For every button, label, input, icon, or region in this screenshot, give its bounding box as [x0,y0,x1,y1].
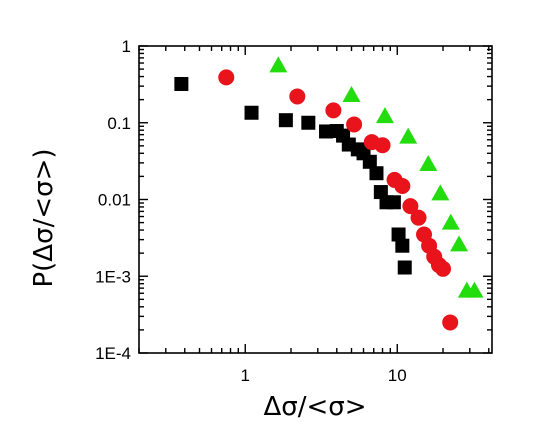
square-point [362,154,377,169]
triangle-point [399,127,418,144]
axes: 1 10 1 0.1 0.01 1E-3 1E-4 [95,37,492,385]
triangle-point [450,235,469,252]
square-point [391,227,406,242]
circle-point [442,314,459,331]
square-point [278,113,293,128]
square-point [174,76,189,91]
triangle-point [441,213,460,230]
y-tick-label: 0.01 [98,191,131,210]
circle-point [218,69,235,86]
square-point [395,238,410,253]
square-point [386,195,401,210]
y-axis-label: P(Δσ/<σ>) [29,148,59,287]
square-point [319,124,334,139]
circle-point [394,177,411,194]
x-axis-label: Δσ/<σ> [263,392,366,422]
square-point [244,105,259,120]
x-tick-label: 1 [241,366,250,385]
y-tick-label: 1E-3 [95,267,131,286]
circle-point [325,102,342,119]
triangle-point [431,184,450,201]
x-tick-label: 10 [388,366,407,385]
triangle-point [269,56,288,73]
square-point [369,166,384,181]
triangle-point [342,85,361,102]
circle-point [374,137,391,154]
circle-point [435,260,452,277]
square-point [397,260,412,275]
triangle-point [465,281,484,298]
y-tick-label: 1E-4 [95,344,131,363]
circle-point [289,88,306,105]
circle-point [410,209,427,226]
circle-point [402,198,419,215]
triangle-point [419,155,438,172]
square-point [301,115,316,130]
y-tick-label: 0.1 [107,114,131,133]
y-tick-label: 1 [122,37,131,56]
plot-marks [174,56,484,331]
circle-point [346,116,363,133]
triangle-point [375,107,394,124]
